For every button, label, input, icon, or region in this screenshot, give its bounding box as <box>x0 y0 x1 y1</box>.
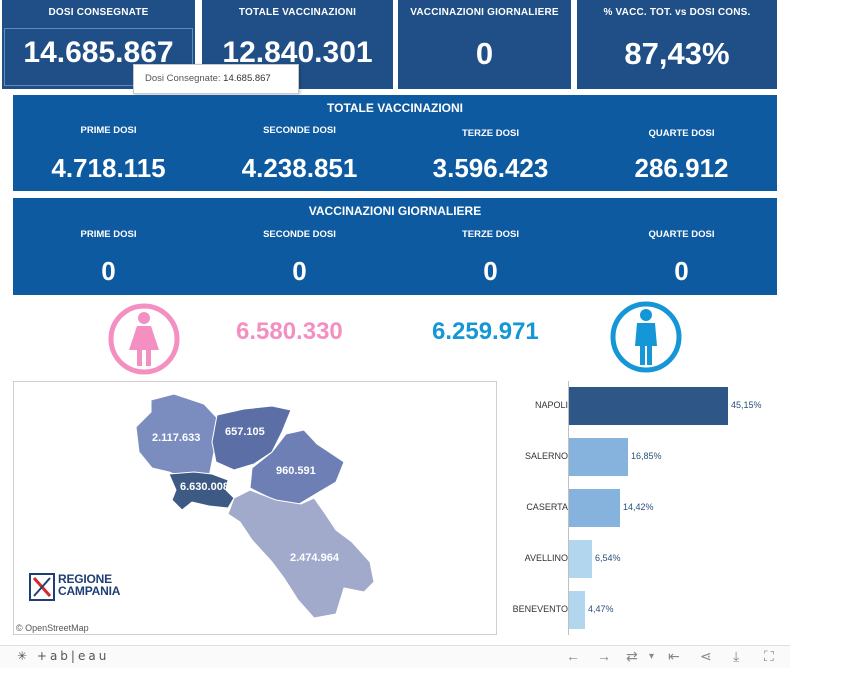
col-value: 4.718.115 <box>51 153 166 183</box>
vaccinazioni-giornaliere-panel: VACCINAZIONI GIORNALIERE PRIME DOSI 0 SE… <box>13 198 777 295</box>
bar-value-label: 6,54% <box>595 553 621 563</box>
bar-salerno[interactable] <box>569 438 628 476</box>
chevron-down-icon[interactable]: ▾ <box>649 651 655 662</box>
bar-avellino[interactable] <box>569 540 592 578</box>
col-value: 0 <box>101 256 116 286</box>
panel-title: VACCINAZIONI GIORNALIERE <box>308 204 482 218</box>
col-value: 0 <box>674 256 689 286</box>
bar-caserta[interactable] <box>569 489 620 527</box>
col-label: QUARTE DOSI <box>648 229 715 240</box>
bar-value-label: 14,42% <box>623 502 654 512</box>
map-label-napoli: 6.630.008 <box>180 481 229 493</box>
map-label-caserta: 2.117.633 <box>152 432 201 444</box>
tableau-logo-text: +ab|eau <box>36 649 110 663</box>
tooltip-label: Dosi Consegnate: <box>145 73 221 84</box>
giornaliere-terze-dosi[interactable]: TERZE DOSI 0 <box>395 229 586 287</box>
revert-icon[interactable]: ⇄ <box>626 648 638 664</box>
bar-category-label: SALERNO <box>524 451 568 461</box>
map-label-avellino: 960.591 <box>276 465 316 477</box>
totale-terze-dosi[interactable]: TERZE DOSI 3.596.423 <box>395 128 586 184</box>
col-value: 0 <box>483 256 498 286</box>
kpi-label: VACCINAZIONI GIORNALIERE <box>410 7 559 18</box>
map-label-salerno: 2.474.964 <box>290 552 339 564</box>
totale-seconde-dosi[interactable]: SECONDE DOSI 4.238.851 <box>204 125 395 184</box>
bar-category-label: BENEVENTO <box>512 604 568 614</box>
bar-benevento[interactable] <box>569 591 585 629</box>
map-label-benevento: 657.105 <box>225 426 265 438</box>
bar-axis <box>568 381 569 635</box>
col-label: SECONDE DOSI <box>263 125 336 136</box>
kpi-value: 14.685.867 <box>23 36 174 69</box>
panel-title: TOTALE VACCINAZIONI <box>327 101 463 115</box>
bar-value-label: 45,15% <box>731 400 762 410</box>
bar-category-label: CASERTA <box>526 502 568 512</box>
region-napoli <box>168 471 235 511</box>
totale-vaccinazioni-panel: TOTALE VACCINAZIONI PRIME DOSI 4.718.115… <box>13 95 777 191</box>
kpi-label: % VACC. TOT. vs DOSI CONS. <box>603 7 751 18</box>
regione-campania-emblem-icon <box>29 573 55 601</box>
kpi-vaccinazioni-giornaliere[interactable]: VACCINAZIONI GIORNALIERE 0 <box>398 0 571 89</box>
kpi-value: 87,43% <box>624 36 730 71</box>
kpi-value: 0 <box>475 36 494 71</box>
map-shapes <box>135 393 375 619</box>
share-icon[interactable]: ⋖ <box>700 648 712 664</box>
map-attribution[interactable]: © OpenStreetMap <box>16 623 89 633</box>
col-label: SECONDE DOSI <box>263 229 336 240</box>
col-value: 3.596.423 <box>432 153 549 183</box>
logo-text: REGIONE CAMPANIA <box>58 573 120 597</box>
kpi-dosi-consegnate[interactable]: DOSI CONSEGNATE 14.685.867 <box>2 0 195 89</box>
undo-icon[interactable]: ← <box>566 648 580 664</box>
logo-line-2: CAMPANIA <box>58 584 121 598</box>
tableau-logo-icon: ✳ <box>17 649 31 663</box>
region-avellino <box>249 429 345 505</box>
kpi-highlight-frame <box>4 28 193 86</box>
totale-prime-dosi[interactable]: PRIME DOSI 4.718.115 <box>13 125 204 184</box>
province-bar-chart: NAPOLI 45,15% SALERNO 16,85% CASERTA 14,42% AV… <box>505 381 785 635</box>
col-label: TERZE DOSI <box>461 229 519 240</box>
col-value: 4.238.851 <box>241 153 358 183</box>
campania-map[interactable]: 2.117.633 657.105 960.591 6.630.008 2.47… <box>13 381 497 635</box>
tableau-toolbar: ✳ +ab|eau ← → ⇄ ▾ ⇤ ⋖ ⤓ ⛶ <box>0 645 790 668</box>
logo-line-1: REGIONE <box>58 572 112 586</box>
col-label: PRIME DOSI <box>80 229 137 240</box>
download-icon[interactable]: ⤓ <box>733 648 740 664</box>
tooltip-value: 14.685.867 <box>223 73 271 84</box>
kpi-value: 12.840.301 <box>222 36 373 69</box>
col-label: TERZE DOSI <box>461 128 519 139</box>
male-count: 6.259.971 <box>432 318 539 345</box>
female-icon <box>108 303 180 375</box>
bar-category-label: AVELLINO <box>524 553 568 563</box>
kpi-label: TOTALE VACCINAZIONI <box>238 7 357 18</box>
tableau-logo[interactable]: ✳ +ab|eau <box>17 649 109 663</box>
female-count: 6.580.330 <box>236 318 343 345</box>
totale-quarte-dosi[interactable]: QUARTE DOSI 286.912 <box>586 128 777 184</box>
bar-category-label: NAPOLI <box>534 400 568 410</box>
giornaliere-quarte-dosi[interactable]: QUARTE DOSI 0 <box>586 229 777 287</box>
kpi-label: DOSI CONSEGNATE <box>48 7 149 18</box>
giornaliere-seconde-dosi[interactable]: SECONDE DOSI 0 <box>204 229 395 287</box>
tooltip: Dosi Consegnate: 14.685.867 <box>133 64 299 94</box>
col-value: 0 <box>292 256 307 286</box>
giornaliere-prime-dosi[interactable]: PRIME DOSI 0 <box>13 229 204 287</box>
col-label: PRIME DOSI <box>80 125 137 136</box>
bar-value-label: 4,47% <box>588 604 614 614</box>
bar-napoli[interactable] <box>569 387 728 425</box>
fullscreen-icon[interactable]: ⛶ <box>764 648 774 664</box>
redo-icon[interactable]: → <box>597 648 611 664</box>
region-salerno <box>227 489 375 619</box>
col-value: 286.912 <box>634 153 729 183</box>
col-label: QUARTE DOSI <box>648 128 715 139</box>
kpi-percentuale[interactable]: % VACC. TOT. vs DOSI CONS. 87,43% <box>577 0 777 89</box>
bar-value-label: 16,85% <box>631 451 662 461</box>
first-page-icon[interactable]: ⇤ <box>668 648 680 664</box>
male-icon <box>610 301 682 373</box>
